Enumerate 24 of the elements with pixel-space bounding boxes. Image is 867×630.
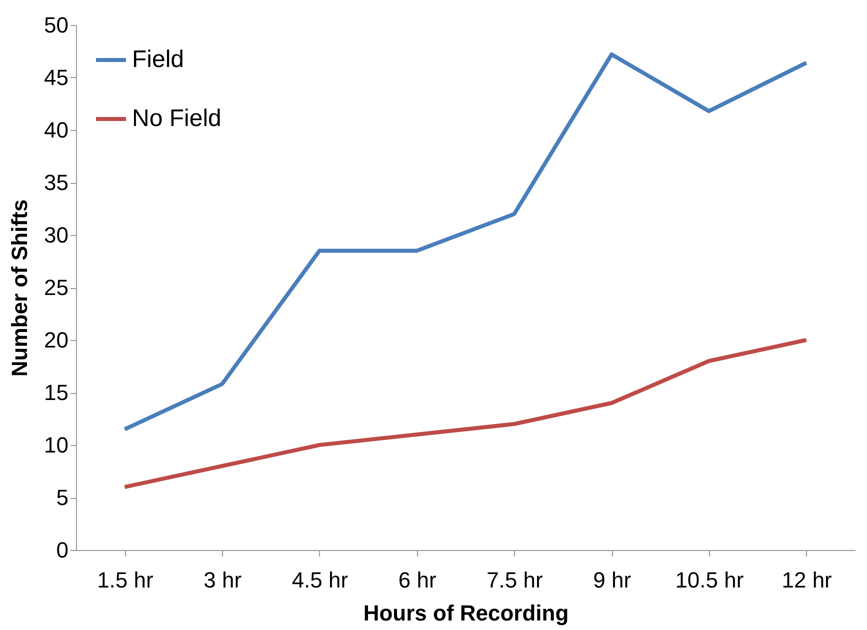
y-tick-label: 30 <box>44 222 68 248</box>
x-tick-label: 7.5 hr <box>486 568 543 592</box>
y-tick-label: 20 <box>44 328 68 352</box>
x-tick-label: 1.5 hr <box>97 568 154 592</box>
y-tick-label: 50 <box>44 12 68 38</box>
x-tick-label: 12 hr <box>782 568 832 592</box>
y-tick-label: 10 <box>44 432 68 458</box>
legend-label: No Field <box>132 105 222 132</box>
y-tick-label: 15 <box>44 380 68 405</box>
x-tick-label: 6 hr <box>398 568 436 592</box>
y-tick-label: 5 <box>56 485 68 510</box>
x-tick-label: 9 hr <box>593 568 632 592</box>
x-axis-title: Hours of Recording <box>363 600 569 626</box>
line-series <box>122 338 808 489</box>
y-tick-label: 45 <box>44 65 68 90</box>
x-tick-label: 10.5 hr <box>675 568 744 592</box>
y-tick-label: 25 <box>44 275 68 300</box>
y-axis-title: Number of Shifts <box>7 199 32 377</box>
x-tick-label: 4.5 hr <box>292 568 348 592</box>
y-tick-label: 35 <box>44 170 68 195</box>
y-tick-label: 0 <box>56 538 68 562</box>
legend-label: Field <box>132 46 184 73</box>
x-tick-label: 3 hr <box>204 568 242 592</box>
y-tick-label: 40 <box>44 118 68 142</box>
